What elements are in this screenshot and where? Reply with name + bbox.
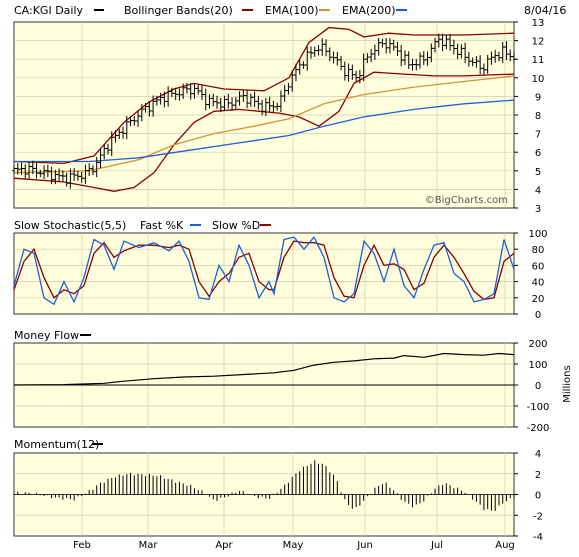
momentum-label: Momentum(12)	[14, 438, 99, 451]
ema200-line	[14, 99, 515, 163]
y-tick-label: 200	[528, 339, 547, 350]
stochastic-plot-area	[13, 232, 515, 315]
legend-ema100-label: EMA(100)	[265, 4, 319, 17]
x-tick-label: Feb	[73, 540, 91, 551]
legend-slowd-label: Slow %D	[212, 219, 260, 232]
y-tick-label: 20	[532, 294, 545, 305]
y-tick-label: 7	[535, 130, 541, 141]
y-tick-label: 6	[535, 148, 541, 159]
y-tick-label: 80	[532, 245, 545, 256]
legend-bollinger-label: Bollinger Bands(20)	[124, 4, 233, 17]
money-flow-panel: 200 100 0 -100 -200 Money Flow Millions	[13, 329, 573, 434]
slow-d-line	[13, 240, 515, 301]
y-tick-label: 60	[532, 261, 545, 272]
y-tick-label: 5	[535, 167, 541, 178]
y-tick-label: 2	[535, 470, 541, 481]
price-panel: 3 4 5 6 7 8 9 10 11 12 13 CA:KGI Daily Bollinger B…	[12, 4, 566, 215]
money-flow-label: Money Flow	[14, 329, 79, 342]
bollinger-bands	[13, 26, 515, 192]
money-flow-axis-label: Millions	[562, 365, 573, 402]
momentum-panel: 4 2 0 -2 -4 Momentum(12)	[13, 438, 543, 543]
y-tick-label: -200	[527, 423, 550, 434]
chart-watermark: ©BigCharts.com	[425, 195, 508, 206]
y-tick-label: 11	[532, 55, 545, 66]
y-tick-label: 9	[535, 92, 541, 103]
x-tick-label: Jul	[430, 540, 443, 551]
momentum-y-ticks: 4 2 0 -2 -4	[514, 449, 543, 543]
money-flow-y-ticks: 200 100 0 -100 -200	[514, 339, 549, 434]
y-tick-label: 100	[528, 229, 547, 240]
chart-date-label: 8/04/16	[524, 4, 566, 17]
x-tick-label: Mar	[139, 540, 159, 551]
y-tick-label: 12	[532, 37, 545, 48]
stochastic-panel: 0 20 40 60 80 100 Slow Stochastic(5,5) Fast %…	[13, 219, 548, 321]
momentum-bars	[13, 460, 515, 511]
y-tick-label: 3	[535, 204, 541, 215]
y-tick-label: -2	[533, 511, 543, 522]
x-tick-label: Apr	[215, 540, 233, 551]
bollinger-lower-band	[13, 71, 515, 192]
x-tick-label: May	[283, 540, 304, 551]
x-axis-labels: Feb Mar Apr May Jun Jul Aug	[73, 540, 515, 551]
stochastic-label: Slow Stochastic(5,5)	[14, 219, 126, 232]
stochastic-lines	[13, 235, 515, 306]
fast-k-line	[13, 235, 515, 306]
price-ticker-label: CA:KGI Daily	[14, 4, 84, 17]
y-tick-label: 10	[532, 74, 545, 85]
legend-fastk-label: Fast %K	[140, 219, 184, 232]
price-bars	[12, 33, 516, 189]
legend-ema200-label: EMA(200)	[342, 4, 396, 17]
y-tick-label: 8	[535, 111, 541, 122]
stochastic-y-ticks: 0 20 40 60 80 100	[514, 229, 548, 321]
y-tick-label: 100	[528, 360, 547, 371]
y-tick-label: 13	[532, 18, 545, 29]
stochastic-grid	[14, 233, 514, 314]
y-tick-label: 40	[532, 278, 545, 289]
x-tick-label: Jun	[356, 540, 373, 551]
y-tick-label: -100	[527, 402, 550, 413]
x-tick-label: Aug	[495, 540, 515, 551]
ema-lines	[13, 75, 515, 174]
bollinger-upper-band	[13, 26, 515, 165]
y-tick-label: 4	[535, 449, 541, 460]
y-tick-label: 0	[535, 491, 541, 502]
money-flow-line-path	[13, 352, 515, 386]
y-tick-label: 4	[535, 185, 541, 196]
money-flow-line	[13, 352, 515, 386]
y-tick-label: -4	[533, 532, 543, 543]
y-tick-label: 0	[535, 381, 541, 392]
price-y-ticks: 3 4 5 6 7 8 9 10 11 12 13	[514, 18, 544, 215]
ema100-line	[13, 75, 515, 174]
y-tick-label: 0	[535, 310, 541, 321]
